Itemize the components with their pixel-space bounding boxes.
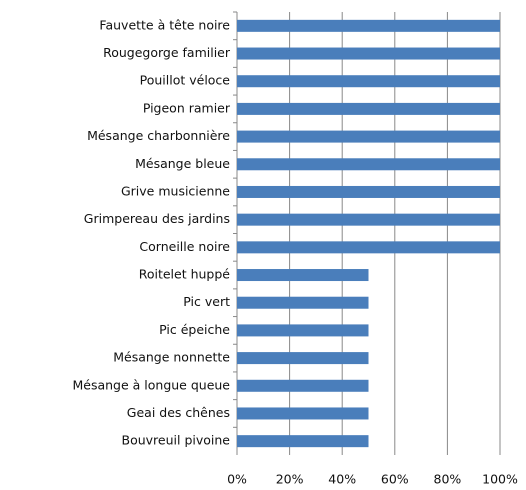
bar [237,435,369,448]
y-tick-label: Pic épeiche [159,322,230,337]
y-tick-label: Roitelet huppé [139,267,231,282]
x-tick-label: 100% [482,472,518,487]
y-tick-label: Rougegorge familier [103,45,231,60]
y-tick-label: Grimpereau des jardins [84,211,230,226]
x-tick-label: 80% [434,472,462,487]
bar [237,213,500,226]
y-tick-label: Pic vert [183,294,230,309]
bar [237,296,369,309]
y-tick-label: Mésange nonnette [113,350,230,365]
bar [237,102,500,115]
y-tick-label: Mésange bleue [135,156,230,171]
x-tick-label: 0% [227,472,247,487]
x-tick-label: 60% [381,472,409,487]
bar [237,19,500,32]
bar [237,241,500,254]
bar [237,158,500,171]
y-tick-label: Pigeon ramier [143,100,231,115]
bar [237,352,369,365]
bar [237,324,369,337]
bar [237,185,500,198]
x-tick-label: 40% [328,472,356,487]
bar [237,47,500,60]
y-tick-label: Mésange charbonnière [87,128,230,143]
y-tick-label: Mésange à longue queue [72,377,230,392]
y-tick-label: Geai des chênes [127,405,230,420]
bar [237,407,369,420]
y-tick-label: Pouillot véloce [140,73,231,88]
bar [237,379,369,392]
y-tick-label: Grive musicienne [121,183,230,198]
y-tick-label: Corneille noire [139,239,230,254]
bar [237,75,500,88]
y-tick-label: Fauvette à tête noire [99,17,230,32]
y-tick-label: Bouvreuil pivoine [122,433,231,448]
bar [237,130,500,143]
x-tick-label: 20% [276,472,304,487]
bar [237,269,369,282]
